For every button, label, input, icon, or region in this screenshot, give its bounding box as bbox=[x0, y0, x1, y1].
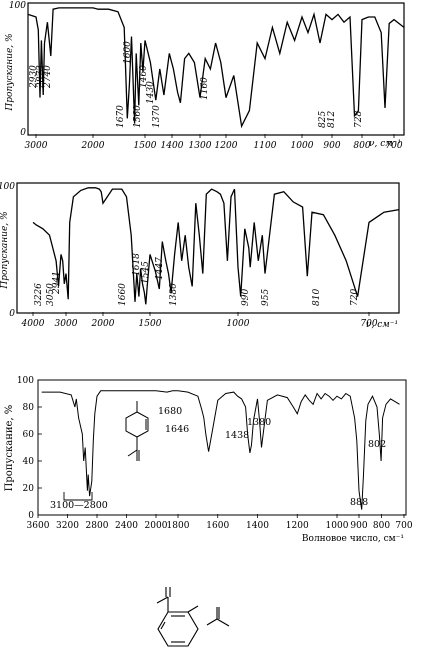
chart-1-xlabel: ν, см⁻¹ bbox=[369, 139, 401, 149]
chart-3-molecule-structure bbox=[125, 401, 149, 461]
chart-3-xtick-label: 1400 bbox=[246, 521, 269, 531]
chart-2-annotation: 990 bbox=[241, 289, 251, 306]
chart-1-frame bbox=[27, 2, 405, 136]
chart-1-xtick-label: 1000 bbox=[291, 141, 314, 151]
chart-1-annotation: 1600 bbox=[123, 41, 133, 64]
bottom-molecule-structure bbox=[156, 587, 230, 647]
chart-3: Пропускание, % 100 80 60 40 20 0 3600 3200 2800… bbox=[4, 376, 413, 544]
chart-1-annotation: 1370 bbox=[152, 105, 162, 128]
chart-3-xtick-label: 1600 bbox=[206, 521, 229, 531]
chart-3-annotation: 1646 bbox=[165, 424, 189, 435]
chart-3-ytick-label: 100 bbox=[17, 376, 34, 386]
chart-1-ylabel: Пропускание, % bbox=[5, 33, 15, 111]
chart-3-ytick-label: 20 bbox=[23, 484, 35, 494]
chart-3-xtick-label: 1000 bbox=[326, 521, 349, 531]
chart-1-ytick-100: 100 bbox=[9, 1, 26, 11]
chart-1-annotation: 2873 bbox=[36, 65, 46, 89]
chart-3-ylabel: Пропускание, % bbox=[4, 405, 15, 492]
chart-1-annotation: 1670 bbox=[116, 105, 126, 128]
chart-2-annotation: 1380 bbox=[169, 283, 179, 306]
chart-3-annotation: 1380 bbox=[247, 417, 271, 428]
chart-3-xtick-label: 2800 bbox=[86, 521, 109, 531]
chart-3-xtick-label: 3600 bbox=[27, 521, 50, 531]
chart-3-annotation: 802 bbox=[368, 439, 386, 450]
chart-1-xtick-label: 1300 bbox=[189, 141, 212, 151]
chart-1-x-ticks: 3000 2000 1500 1400 1300 1200 1100 1000 900 800 70… bbox=[25, 134, 403, 151]
chart-3-xtick-label: 3200 bbox=[56, 521, 79, 531]
chart-2-ytick-100: 100 bbox=[0, 182, 15, 192]
chart-3-y-ticks: 100 80 60 40 20 0 bbox=[17, 376, 42, 521]
chart-3-annotation: 3100—2800 bbox=[50, 500, 108, 511]
chart-3-xtick-label: 2400 bbox=[115, 521, 138, 531]
chart-2-x-ticks: 4000 3000 2000 1500 1000 700 bbox=[21, 312, 378, 329]
chart-2-xtick-label: 1500 bbox=[139, 319, 162, 329]
chart-3-ytick-label: 80 bbox=[23, 403, 35, 413]
chart-2-xtick-label: 1000 bbox=[227, 319, 250, 329]
chart-3-spectrum-line bbox=[41, 390, 400, 510]
chart-3-ytick-label: 40 bbox=[23, 457, 35, 467]
chart-1-annotation: 2740 bbox=[43, 65, 53, 89]
chart-1-ytick-0: 0 bbox=[20, 128, 26, 138]
chart-1-xtick-label: 900 bbox=[323, 141, 340, 151]
chart-2-annotation: 810 bbox=[312, 289, 322, 306]
chart-3-xtick-label: 800 bbox=[373, 521, 390, 531]
chart-2-annotation: 1447 bbox=[155, 257, 165, 280]
chart-2-annotation: 2941 bbox=[52, 271, 62, 295]
chart-1: Пропускание, % 100 0 3000 2000 1500 1400 130… bbox=[5, 1, 405, 151]
chart-1-annotation: 812 bbox=[327, 111, 337, 128]
chart-2-annotation: 720 bbox=[350, 289, 360, 306]
chart-2-xtick-label: 4000 bbox=[21, 319, 45, 329]
chart-2-annotation: 1618 bbox=[132, 253, 142, 276]
chart-2-xtick-label: 2000 bbox=[91, 319, 115, 329]
chart-1-annotation: 1460 bbox=[139, 65, 149, 88]
chart-1-xtick-label: 1500 bbox=[134, 141, 157, 151]
chart-1-annotation: 2930 bbox=[29, 65, 39, 89]
chart-3-annotation: 1438 bbox=[225, 430, 249, 441]
chart-1-spectrum-line bbox=[27, 7, 405, 129]
chart-3-annotations: 1680 1646 1438 1380 888 802 3100—2800 bbox=[50, 406, 386, 511]
chart-2-ylabel: Пропускание, % bbox=[0, 211, 10, 289]
chart-2-annotation: 3226 bbox=[34, 283, 44, 306]
chart-3-xtick-label: 1200 bbox=[286, 521, 309, 531]
chart-3-ytick-label: 60 bbox=[23, 430, 35, 440]
chart-3-x-ticks: 3600 3200 2800 2400 2000 1800 1600 1400 1200 1000… bbox=[27, 514, 413, 531]
chart-3-xlabel: Волновое число, см⁻¹ bbox=[302, 534, 404, 544]
chart-1-annotation: 825 bbox=[318, 111, 328, 128]
chart-2-annotation: 1545 bbox=[141, 261, 151, 284]
chart-1-xtick-label: 1200 bbox=[215, 141, 238, 151]
chart-1-xtick-label: 1100 bbox=[254, 141, 277, 151]
chart-2-spectrum-line bbox=[32, 187, 400, 305]
chart-2-xlabel: ν, см⁻¹ bbox=[366, 320, 398, 330]
chart-1-xtick-label: 1400 bbox=[161, 141, 184, 151]
chart-1-xtick-label: 700 bbox=[385, 141, 402, 151]
chart-3-xtick-label: 1800 bbox=[167, 521, 190, 531]
chart-2-xtick-label: 3000 bbox=[55, 319, 78, 329]
chart-2-annotation: 3050 bbox=[46, 283, 56, 306]
chart-3-annotation: 1680 bbox=[158, 406, 182, 417]
chart-3-frame bbox=[37, 379, 407, 516]
chart-1-xtick-label: 3000 bbox=[25, 141, 48, 151]
chart-2: Пропускание, % 100 0 4000 3000 2000 1500 100… bbox=[0, 182, 400, 330]
chart-3-xtick-label: 900 bbox=[350, 521, 367, 531]
chart-1-annotation: 1560 bbox=[133, 105, 143, 128]
chart-2-frame bbox=[16, 182, 400, 314]
chart-1-annotation: 1430 bbox=[146, 81, 156, 104]
chart-1-xtick-label: 800 bbox=[353, 141, 370, 151]
chart-2-xtick-label: 700 bbox=[360, 319, 377, 329]
chart-2-annotation: 1660 bbox=[118, 283, 128, 306]
chart-3-range-bracket bbox=[63, 492, 93, 501]
chart-1-annotation: 728 bbox=[354, 111, 364, 128]
chart-2-annotation: 955 bbox=[261, 289, 271, 306]
chart-2-ytick-0: 0 bbox=[9, 309, 15, 319]
chart-3-annotation: 888 bbox=[350, 497, 368, 508]
chart-1-annotation: 1160 bbox=[200, 77, 210, 100]
chart-3-xtick-label: 2000 bbox=[145, 521, 168, 531]
chart-3-xtick-label: 700 bbox=[395, 521, 412, 531]
chart-3-ytick-label: 0 bbox=[28, 511, 34, 521]
chart-1-xtick-label: 2000 bbox=[81, 141, 105, 151]
